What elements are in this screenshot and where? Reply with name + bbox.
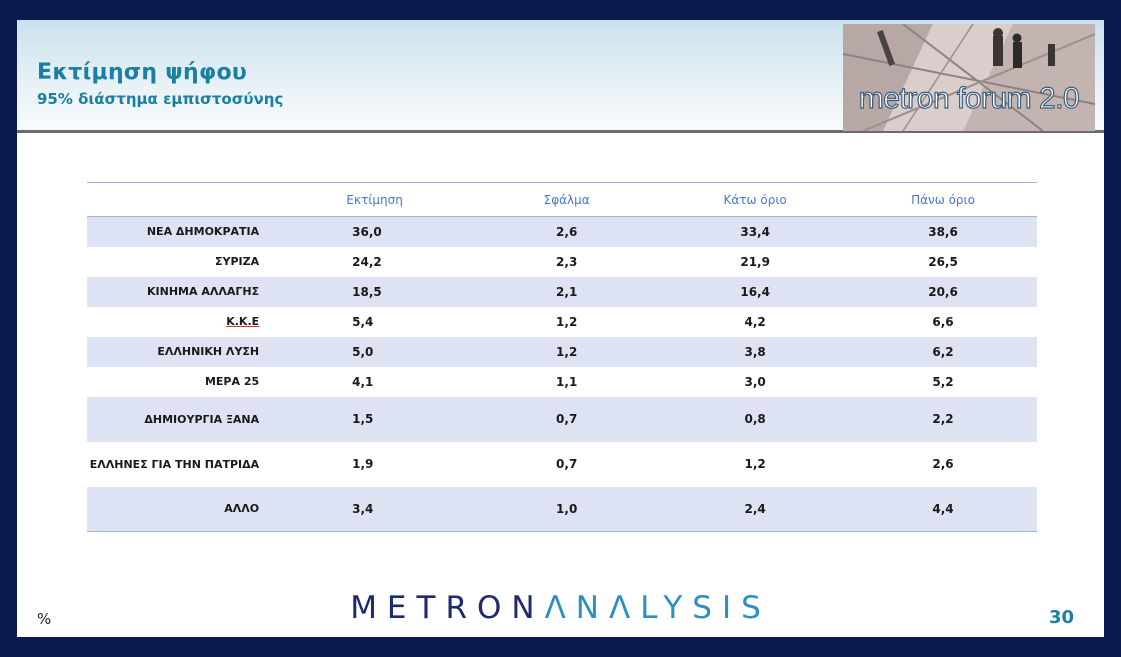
party-name: ΕΛΛΗΝΙΚΗ ΛΥΣΗ [87, 336, 278, 367]
logo-photo [843, 24, 1095, 131]
estimate-value: 24,2 [352, 254, 382, 269]
column-header-lower: Κάτω όριο [661, 182, 850, 217]
party-name: Κ.Κ.Ε [226, 315, 260, 328]
upper-bound-value: 4,4 [849, 486, 1037, 532]
lower-bound-value: 33,4 [661, 216, 850, 247]
party-name: ΕΛΛΗΝΕΣ ΓΙΑ ΤΗΝ ΠΑΤΡΙΔΑ [89, 457, 260, 471]
upper-bound-value: 20,6 [849, 276, 1037, 307]
lower-bound-value: 4,2 [744, 314, 766, 329]
lower-bound-value: 3,0 [744, 374, 766, 389]
upper-bound-value: 6,6 [932, 314, 954, 329]
slide: Εκτίμηση ψήφου 95% διάστημα εμπιστοσύνης… [17, 20, 1104, 637]
table-row: ΕΛΛΗΝΕΣ ΓΙΑ ΤΗΝ ΠΑΤΡΙΔΑ 1,9 0,7 1,2 2,6 [87, 442, 1037, 487]
estimate-value: 18,5 [277, 276, 473, 307]
lower-bound-value: 3,8 [661, 336, 850, 367]
error-value: 0,7 [472, 396, 662, 442]
page-number: 30 [1049, 607, 1075, 628]
estimate-value: 5,0 [277, 336, 473, 367]
table-row: ΝΕΑ ΔΗΜΟΚΡΑΤΙΑ 36,0 2,6 33,4 38,6 [87, 216, 1037, 247]
column-header-party [87, 182, 278, 217]
error-value: 2,6 [472, 216, 662, 247]
metron-analysis-brand: METRONΛNΛLYSIS [17, 590, 1104, 626]
unit-label: % [37, 610, 52, 628]
column-header-upper: Πάνω όριο [849, 182, 1037, 217]
error-value: 2,1 [472, 276, 662, 307]
table-row: ΚΙΝΗΜΑ ΑΛΛΑΓΗΣ 18,5 2,1 16,4 20,6 [87, 276, 1037, 307]
estimate-value: 4,1 [352, 374, 374, 389]
error-value: 1,0 [472, 486, 662, 532]
lower-bound-value: 0,8 [661, 396, 850, 442]
estimate-value: 36,0 [277, 216, 473, 247]
estimate-value: 1,9 [352, 457, 374, 471]
column-header-estimate: Εκτίμηση [277, 182, 473, 217]
table-row: ΔΗΜΙΟΥΡΓΙΑ ΞΑΝΑ 1,5 0,7 0,8 2,2 [87, 396, 1037, 442]
table-row: Κ.Κ.Ε 5,4 1,2 4,2 6,6 [87, 307, 1037, 337]
error-value: 1,2 [556, 314, 578, 329]
party-name: ΑΛΛΟ [87, 486, 278, 532]
table-row: ΕΛΛΗΝΙΚΗ ΛΥΣΗ 5,0 1,2 3,8 6,2 [87, 336, 1037, 367]
upper-bound-value: 38,6 [849, 216, 1037, 247]
table-row: ΣΥΡΙΖΑ 24,2 2,3 21,9 26,5 [87, 247, 1037, 277]
lower-bound-value: 21,9 [740, 254, 770, 269]
error-value: 0,7 [556, 457, 578, 471]
estimate-value: 3,4 [277, 486, 473, 532]
upper-bound-value: 2,2 [849, 396, 1037, 442]
logo-text: metron forum 2.0 [858, 81, 1080, 115]
page-title: Εκτίμηση ψήφου [37, 60, 248, 85]
party-name: ΜΕΡΑ 25 [204, 375, 260, 388]
party-name: ΚΙΝΗΜΑ ΑΛΛΑΓΗΣ [87, 276, 278, 307]
upper-bound-value: 2,6 [932, 457, 954, 471]
party-name: ΝΕΑ ΔΗΜΟΚΡΑΤΙΑ [87, 216, 278, 247]
lower-bound-value: 2,4 [661, 486, 850, 532]
table-row: ΑΛΛΟ 3,4 1,0 2,4 4,4 [87, 486, 1037, 532]
page-subtitle: 95% διάστημα εμπιστοσύνης [37, 90, 284, 108]
brand-main: METRON [350, 590, 545, 626]
error-value: 1,1 [556, 374, 578, 389]
upper-bound-value: 6,2 [849, 336, 1037, 367]
table-header-row: Εκτίμηση Σφάλμα Κάτω όριο Πάνω όριο [87, 182, 1037, 217]
lower-bound-value: 16,4 [661, 276, 850, 307]
party-name: ΔΗΜΙΟΥΡΓΙΑ ΞΑΝΑ [87, 396, 278, 442]
brand-accent: ΛNΛLYSIS [544, 590, 771, 626]
upper-bound-value: 26,5 [928, 254, 958, 269]
party-name: ΣΥΡΙΖΑ [215, 255, 260, 268]
vote-estimate-table: Εκτίμηση Σφάλμα Κάτω όριο Πάνω όριο ΝΕΑ … [87, 182, 1037, 532]
upper-bound-value: 5,2 [932, 374, 954, 389]
estimate-value: 1,5 [277, 396, 473, 442]
lower-bound-value: 1,2 [744, 457, 766, 471]
error-value: 1,2 [472, 336, 662, 367]
error-value: 2,3 [556, 254, 578, 269]
metron-forum-logo: metron forum 2.0 [843, 24, 1095, 131]
table-row: ΜΕΡΑ 25 4,1 1,1 3,0 5,2 [87, 367, 1037, 397]
slide-header: Εκτίμηση ψήφου 95% διάστημα εμπιστοσύνης… [17, 20, 1104, 133]
estimate-value: 5,4 [352, 314, 374, 329]
column-header-error: Σφάλμα [472, 182, 662, 217]
